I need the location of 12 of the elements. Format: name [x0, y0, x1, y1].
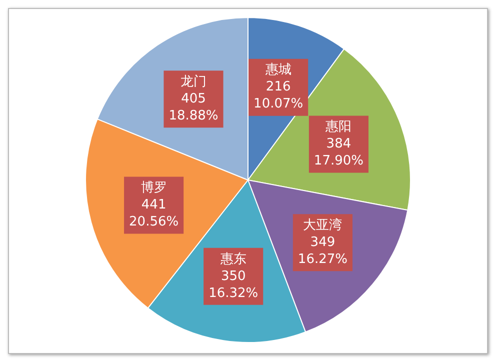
data-label: 405 18.88% [168, 92, 218, 124]
data-label: 349 16.27% [298, 235, 348, 268]
slice-label: 博罗 [140, 180, 167, 196]
slice-label: 大亚湾 [303, 217, 342, 234]
slice-label: 龙门 [180, 74, 206, 90]
data-label: 441 20.56% [129, 198, 179, 230]
data-label: 384 17.90% [314, 136, 364, 169]
slice-label: 惠阳 [324, 120, 352, 135]
slice-label: 惠城 [264, 62, 292, 78]
slice-label: 惠东 [219, 252, 246, 267]
data-label: 350 16.32% [208, 268, 258, 301]
data-label: 216 10.07% [254, 80, 304, 112]
